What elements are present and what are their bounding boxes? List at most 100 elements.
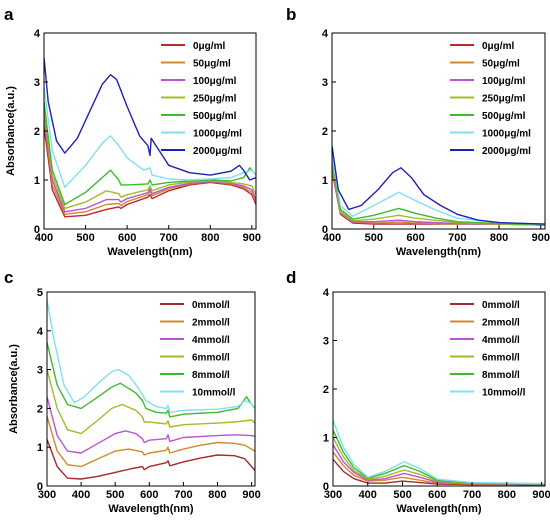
- legend-label: 6mmol/l: [192, 353, 230, 364]
- legend-label: 4mmol/l: [482, 335, 520, 346]
- legend-label: 50μg/ml: [482, 59, 520, 70]
- series-line-b-2: [332, 165, 545, 226]
- series-line-d-4: [333, 429, 545, 485]
- x-tick-label: 700: [174, 489, 192, 501]
- y-tick-label: 4: [322, 28, 329, 40]
- x-tick-label: 900: [532, 232, 550, 244]
- x-tick-label: 800: [498, 489, 516, 501]
- y-tick-label: 5: [37, 287, 43, 299]
- legend-label: 6mmol/l: [482, 353, 520, 364]
- series-group: [47, 299, 255, 480]
- y-tick-label: 4: [323, 287, 330, 299]
- legend-label: 2mmol/l: [192, 318, 230, 329]
- legend: 0μg/ml 50μg/ml 100μg/ml 250μg/ml 500μg/ml 100…: [450, 41, 531, 157]
- series-line-b-5: [332, 155, 545, 225]
- series-line-c-3: [47, 369, 255, 435]
- x-tick-label: 500: [393, 489, 411, 501]
- y-tick-label: 2: [322, 126, 328, 138]
- y-tick-label: 1: [37, 442, 43, 454]
- x-tick-label: 500: [106, 489, 124, 501]
- series-line-a-2: [44, 111, 256, 213]
- x-tick-label: 800: [208, 489, 226, 501]
- series-line-c-2: [47, 396, 255, 454]
- legend-label: 1000μg/ml: [193, 129, 242, 140]
- x-tick-label: 900: [243, 232, 261, 244]
- y-tick-label: 2: [34, 126, 40, 138]
- series-line-d-5: [333, 420, 545, 485]
- legend-label: 250μg/ml: [193, 94, 237, 105]
- x-tick-label: 300: [324, 489, 342, 501]
- legend-label: 100μg/ml: [482, 76, 526, 87]
- y-tick-label: 3: [323, 336, 329, 348]
- series-line-a-5: [44, 86, 256, 188]
- x-tick-label: 400: [323, 232, 341, 244]
- series-line-a-0: [44, 126, 256, 218]
- legend-label: 2000μg/ml: [193, 146, 242, 157]
- x-tick-label: 400: [35, 232, 53, 244]
- y-tick-label: 1: [34, 175, 40, 187]
- legend-label: 0mmol/l: [482, 300, 520, 311]
- x-tick-label: 800: [490, 232, 508, 244]
- y-tick-label: 4: [34, 28, 41, 40]
- x-axis-title: Wavelength(nm): [396, 246, 481, 258]
- legend-label: 10mmol/l: [482, 388, 526, 399]
- panel-c: c 300 400 500 600 700 800 900 0 1 2 3 4 5 Wavelength(n…: [4, 268, 261, 515]
- x-tick-label: 400: [72, 489, 90, 501]
- x-tick-label: 500: [365, 232, 383, 244]
- x-tick-label: 900: [242, 489, 260, 501]
- y-tick-label: 0: [37, 481, 43, 493]
- y-axis-title: Absorbance(a.u.): [5, 86, 17, 176]
- x-tick-label: 600: [118, 232, 136, 244]
- x-tick-label: 600: [140, 489, 158, 501]
- panel-letter: b: [286, 5, 296, 24]
- y-tick-label: 0: [34, 224, 40, 236]
- x-tick-label: 700: [448, 232, 466, 244]
- legend: 0mmol/l 2mmol/l 4mmol/l 6mmol/l 8mmol/l 10mmo…: [160, 300, 236, 399]
- series-line-d-3: [333, 437, 545, 485]
- series-line-a-6: [44, 57, 256, 181]
- x-tick-label: 600: [406, 232, 424, 244]
- series-line-a-3: [44, 106, 256, 210]
- legend-label: 0mmol/l: [192, 300, 230, 311]
- panel-a: a 400 500 600 700 800 900 0 1 2 3 4 Wavelength(nm) Ab…: [4, 5, 261, 258]
- series-line-b-4: [332, 160, 545, 226]
- series-line-c-1: [47, 416, 255, 468]
- panel-d: d 300 400 500 600 700 800 900 0 1 2 3 4 Wavelength(nm…: [286, 268, 550, 515]
- x-axis-title: Wavelength(nm): [396, 503, 481, 515]
- plot-frame: [46, 291, 256, 487]
- y-tick-label: 4: [37, 326, 44, 338]
- legend-label: 8mmol/l: [192, 370, 230, 381]
- x-tick-label: 700: [160, 232, 178, 244]
- legend: 0mmol/l 2mmol/l 4mmol/l 6mmol/l 8mmol/l 10mmo…: [450, 300, 526, 399]
- y-tick-label: 3: [37, 365, 43, 377]
- legend-label: 8mmol/l: [482, 370, 520, 381]
- series-line-b-6: [332, 145, 545, 225]
- series-line-c-0: [47, 439, 255, 480]
- x-tick-label: 400: [359, 489, 377, 501]
- legend-label: 2mmol/l: [482, 318, 520, 329]
- panel-letter: a: [4, 5, 14, 24]
- y-axis-title: Absorbance(a.u.): [8, 344, 20, 434]
- y-tick-label: 1: [322, 175, 328, 187]
- legend-label: 500μg/ml: [482, 111, 526, 122]
- y-tick-label: 3: [34, 77, 40, 89]
- x-axis-title: Wavelength(nm): [108, 503, 193, 515]
- legend: 0μg/ml 50μg/ml 100μg/ml 250μg/ml 500μg/ml 100…: [161, 41, 242, 157]
- legend-label: 0μg/ml: [193, 41, 225, 52]
- y-tick-label: 2: [323, 384, 329, 396]
- x-tick-label: 900: [532, 489, 550, 501]
- legend-label: 250μg/ml: [482, 94, 526, 105]
- legend-label: 50μg/ml: [193, 59, 231, 70]
- y-tick-label: 0: [323, 481, 329, 493]
- series-line-a-4: [44, 101, 256, 206]
- legend-label: 100μg/ml: [193, 76, 237, 87]
- series-group: [332, 145, 545, 226]
- series-group: [333, 420, 545, 486]
- y-tick-label: 3: [322, 77, 328, 89]
- x-tick-label: 700: [463, 489, 481, 501]
- legend-label: 2000μg/ml: [482, 146, 531, 157]
- x-tick-label: 800: [201, 232, 219, 244]
- x-tick-label: 500: [76, 232, 94, 244]
- series-line-c-5: [47, 299, 255, 413]
